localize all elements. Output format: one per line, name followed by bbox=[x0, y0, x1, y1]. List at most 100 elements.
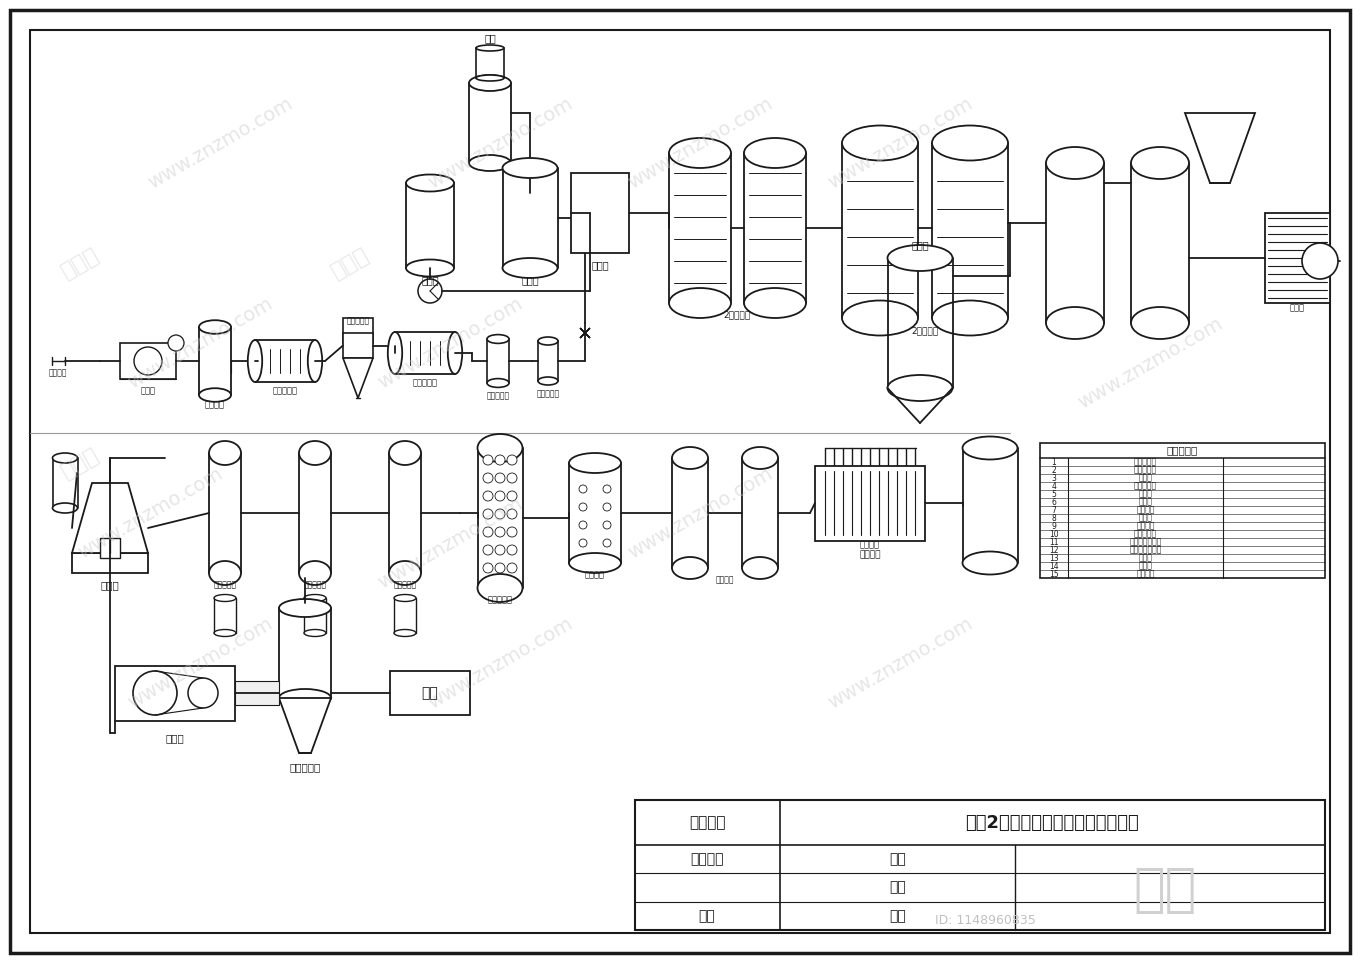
Text: www.znzmo.com: www.znzmo.com bbox=[374, 494, 526, 592]
Ellipse shape bbox=[477, 574, 522, 602]
Text: 蒸发浓缩: 蒸发浓缩 bbox=[715, 576, 734, 585]
Circle shape bbox=[133, 671, 177, 715]
Text: www.znzmo.com: www.znzmo.com bbox=[124, 613, 276, 713]
Ellipse shape bbox=[744, 138, 806, 168]
Ellipse shape bbox=[476, 75, 505, 81]
Bar bbox=[72, 553, 148, 573]
Text: 三效薄膜浓缩器: 三效薄膜浓缩器 bbox=[1129, 537, 1161, 546]
Bar bbox=[815, 466, 925, 541]
Polygon shape bbox=[279, 698, 330, 753]
Ellipse shape bbox=[469, 75, 511, 91]
Ellipse shape bbox=[487, 378, 509, 387]
Circle shape bbox=[507, 563, 517, 573]
Circle shape bbox=[495, 509, 505, 519]
Ellipse shape bbox=[842, 300, 918, 335]
Circle shape bbox=[495, 563, 505, 573]
Text: 薄膜浓缩器: 薄膜浓缩器 bbox=[393, 581, 416, 589]
Bar bbox=[390, 671, 471, 715]
Text: 过滤设备: 过滤设备 bbox=[1136, 506, 1155, 514]
Text: 结晶锅: 结晶锅 bbox=[1138, 554, 1152, 562]
Circle shape bbox=[418, 279, 442, 303]
Text: 15: 15 bbox=[1049, 569, 1059, 579]
Text: 薄膜浓缩器: 薄膜浓缩器 bbox=[214, 581, 237, 589]
Ellipse shape bbox=[963, 552, 1017, 575]
Text: www.znzmo.com: www.znzmo.com bbox=[374, 294, 526, 392]
Ellipse shape bbox=[209, 561, 241, 585]
Text: www.znzmo.com: www.znzmo.com bbox=[824, 93, 975, 193]
Ellipse shape bbox=[568, 453, 622, 473]
Text: 离心风: 离心风 bbox=[1138, 474, 1152, 482]
Circle shape bbox=[1302, 243, 1338, 279]
Circle shape bbox=[169, 335, 184, 351]
Ellipse shape bbox=[888, 245, 952, 271]
Text: 离子交换柱: 离子交换柱 bbox=[487, 595, 513, 605]
Ellipse shape bbox=[672, 557, 709, 579]
Ellipse shape bbox=[502, 258, 558, 278]
Circle shape bbox=[483, 473, 492, 483]
Text: 设计制图: 设计制图 bbox=[691, 852, 724, 866]
Text: 糖液罐: 糖液罐 bbox=[422, 275, 439, 285]
Ellipse shape bbox=[469, 155, 511, 171]
Polygon shape bbox=[343, 358, 373, 398]
Text: 一级冷却器: 一级冷却器 bbox=[272, 386, 298, 396]
Circle shape bbox=[602, 539, 611, 547]
Ellipse shape bbox=[487, 334, 509, 344]
Ellipse shape bbox=[394, 630, 416, 637]
Ellipse shape bbox=[248, 340, 262, 382]
Ellipse shape bbox=[199, 388, 231, 402]
Bar bbox=[1040, 443, 1325, 578]
Circle shape bbox=[495, 491, 505, 501]
Text: 结晶锅: 结晶锅 bbox=[101, 580, 120, 590]
Ellipse shape bbox=[389, 441, 422, 465]
Text: 审核: 审核 bbox=[699, 909, 715, 923]
Text: 层析设备: 层析设备 bbox=[1136, 522, 1155, 531]
Text: 7: 7 bbox=[1051, 506, 1057, 514]
Text: 6: 6 bbox=[1051, 498, 1057, 507]
Text: www.znzmo.com: www.znzmo.com bbox=[144, 93, 295, 193]
Ellipse shape bbox=[209, 441, 241, 465]
Ellipse shape bbox=[305, 594, 326, 602]
Text: 空气过滤器: 空气过滤器 bbox=[1134, 465, 1157, 475]
Text: 知末网: 知末网 bbox=[57, 444, 102, 482]
Circle shape bbox=[483, 545, 492, 555]
Text: 10: 10 bbox=[1049, 530, 1059, 538]
Text: 学号: 学号 bbox=[889, 880, 906, 895]
Ellipse shape bbox=[394, 594, 416, 602]
Text: 一级冷却器: 一级冷却器 bbox=[1134, 482, 1157, 490]
Polygon shape bbox=[585, 328, 590, 338]
Circle shape bbox=[579, 485, 588, 493]
Text: www.znzmo.com: www.znzmo.com bbox=[424, 93, 575, 193]
Ellipse shape bbox=[963, 436, 1017, 459]
Circle shape bbox=[135, 347, 162, 375]
Ellipse shape bbox=[1046, 307, 1104, 339]
Ellipse shape bbox=[743, 447, 778, 469]
Ellipse shape bbox=[299, 441, 330, 465]
Text: 膜过滤器: 膜过滤器 bbox=[860, 551, 881, 560]
Circle shape bbox=[495, 455, 505, 465]
Ellipse shape bbox=[407, 259, 454, 276]
Text: 旋风分离器: 旋风分离器 bbox=[347, 317, 370, 325]
Bar bbox=[101, 538, 120, 558]
Text: www.znzmo.com: www.znzmo.com bbox=[624, 93, 775, 193]
Text: 1: 1 bbox=[1051, 457, 1057, 466]
Circle shape bbox=[579, 503, 588, 511]
Text: www.znzmo.com: www.znzmo.com bbox=[624, 464, 775, 562]
Ellipse shape bbox=[539, 337, 558, 345]
Ellipse shape bbox=[477, 434, 522, 462]
Text: 8: 8 bbox=[1051, 513, 1057, 523]
Ellipse shape bbox=[476, 45, 505, 51]
Ellipse shape bbox=[669, 288, 732, 318]
Text: 年产2万吨的赤藓糖醇的工艺流程图: 年产2万吨的赤藓糖醇的工艺流程图 bbox=[966, 814, 1140, 832]
Ellipse shape bbox=[842, 125, 918, 161]
Bar bbox=[343, 333, 373, 358]
Ellipse shape bbox=[672, 447, 709, 469]
Text: 种子罐: 种子罐 bbox=[521, 275, 539, 285]
Ellipse shape bbox=[53, 503, 78, 513]
Ellipse shape bbox=[744, 288, 806, 318]
Text: 9: 9 bbox=[1051, 522, 1057, 531]
Text: www.znzmo.com: www.znzmo.com bbox=[75, 464, 226, 562]
Bar bbox=[571, 173, 628, 253]
Circle shape bbox=[507, 527, 517, 537]
Text: 空气罐罐: 空气罐罐 bbox=[205, 401, 224, 409]
Text: 过滤器: 过滤器 bbox=[1138, 513, 1152, 523]
